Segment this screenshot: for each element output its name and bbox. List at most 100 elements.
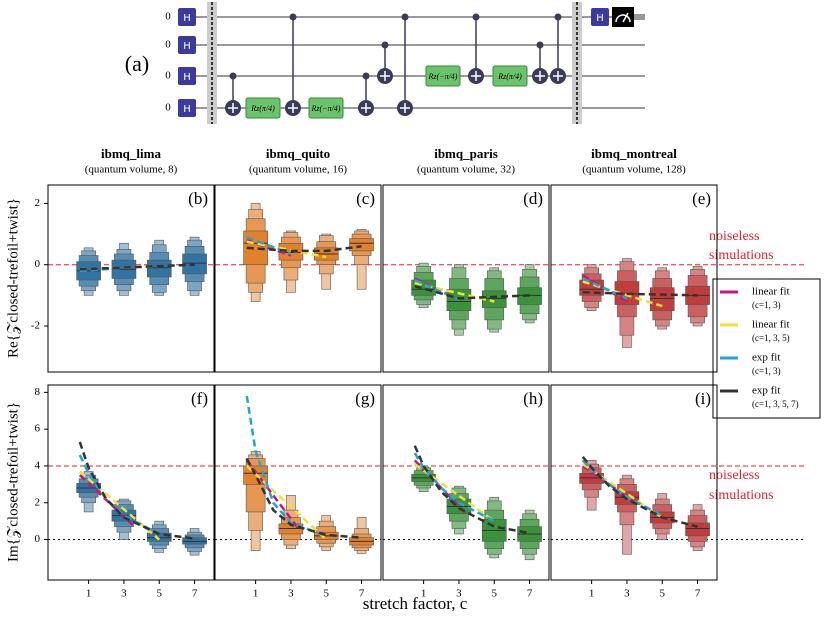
- panel-label: (d): [523, 189, 543, 208]
- x-axis-label: stretch factor, c: [363, 594, 468, 613]
- gate-label: Rz(π/4): [497, 72, 522, 81]
- h-gate: [178, 99, 196, 117]
- axes-frame: [47, 384, 215, 581]
- fit-line: [582, 277, 628, 300]
- x-tick-label: 7: [695, 588, 701, 600]
- x-tick-label: 5: [157, 588, 163, 600]
- x-tick-label: 3: [624, 588, 630, 600]
- fit-line: [413, 452, 495, 523]
- gate-label: Rz(−π/4): [428, 72, 458, 81]
- panel-subtitle: (quantum volume, 32): [417, 164, 515, 176]
- x-tick-label: 1: [589, 588, 595, 600]
- panel-title: ibmq_montreal: [591, 146, 677, 161]
- gate-label: H: [183, 72, 191, 83]
- fit-line: [246, 238, 292, 257]
- cnot-control: [362, 72, 370, 80]
- h-gate: [178, 8, 196, 26]
- fit-line: [582, 291, 698, 297]
- fit-line: [245, 457, 362, 539]
- fit-line: [414, 278, 460, 302]
- cnot-plus: [553, 71, 563, 81]
- panel-label: (c): [356, 189, 375, 208]
- panel-label: (g): [355, 389, 375, 408]
- cnot-control: [472, 13, 480, 21]
- measure: [612, 7, 634, 27]
- panel-subtitle: (quantum volume, 16): [249, 164, 347, 176]
- fit-line: [78, 470, 161, 541]
- legend-label: exp fit: [752, 385, 780, 397]
- box-level: [146, 259, 172, 278]
- gate-label: Rz(−π/4): [311, 104, 341, 113]
- rz-gate: [492, 65, 528, 87]
- axes-frame: [47, 184, 215, 373]
- x-tick-label: 1: [421, 588, 427, 600]
- h-gate: [178, 36, 196, 54]
- qubit-label: 0: [165, 39, 171, 51]
- legend-frame: [712, 278, 821, 419]
- x-tick-label: 3: [121, 588, 127, 600]
- panel-title: ibmq_quito: [266, 146, 330, 161]
- measure-dial: [615, 12, 631, 23]
- cnot-plus: [380, 71, 390, 81]
- fit-line: [245, 459, 301, 532]
- panel-label: (b): [188, 189, 208, 208]
- axes-frame: [214, 384, 382, 581]
- qubit-label: 0: [165, 102, 171, 114]
- axes-frame: [550, 384, 718, 581]
- cnot-plus: [361, 103, 371, 113]
- legend-label: linear fit: [752, 286, 790, 298]
- y-tick-label: 2: [35, 496, 41, 508]
- panel-label: (e): [692, 189, 711, 208]
- qubit-label: 0: [165, 70, 171, 82]
- gate-label: Rz(π/4): [250, 104, 275, 113]
- y-axis-label: Im{𝒵closed-trefoil+twist}: [5, 402, 21, 562]
- x-tick-label: 7: [527, 588, 533, 600]
- annotation: simulations: [709, 248, 774, 263]
- box-level: [182, 253, 207, 275]
- y-tick-label: 8: [35, 386, 41, 398]
- cnot-control: [289, 13, 297, 21]
- y-tick-label: 0: [35, 533, 41, 545]
- y-axis-label: Re{𝒵closed-trefoil+twist}: [5, 198, 21, 358]
- x-tick-label: 3: [456, 588, 462, 600]
- rz-gate: [308, 97, 344, 119]
- panel-label: (i): [695, 389, 711, 408]
- x-tick-label: 7: [192, 588, 198, 600]
- cnot-control: [554, 13, 562, 21]
- axes-frame: [550, 184, 718, 373]
- x-tick-label: 5: [492, 588, 498, 600]
- y-tick-label: 4: [35, 459, 41, 471]
- box-level: [349, 238, 374, 252]
- h-gate: [591, 8, 609, 26]
- y-tick-label: 2: [35, 197, 41, 209]
- rz-gate: [425, 65, 461, 87]
- h-gate: [178, 67, 196, 85]
- fit-line: [246, 245, 362, 253]
- cnot-plus: [471, 71, 481, 81]
- gate-label: H: [596, 13, 604, 24]
- cnot-plus: [228, 103, 238, 113]
- legend-label: linear fit: [752, 319, 790, 331]
- fit-line: [245, 465, 328, 541]
- fit-line: [246, 240, 327, 259]
- gate-label: H: [183, 104, 191, 115]
- box-level: [649, 287, 675, 311]
- legend-detail: (c=1, 3): [752, 366, 781, 376]
- cnot-control: [401, 13, 409, 21]
- rz-gate: [245, 97, 281, 119]
- fit-line: [78, 474, 134, 526]
- fit-line: [581, 459, 663, 517]
- fit-line: [581, 455, 698, 528]
- panel-subtitle: (quantum volume, 8): [85, 164, 178, 176]
- legend-detail: (c=1, 3, 5, 7): [752, 399, 799, 409]
- axes-frame: [382, 184, 550, 373]
- x-tick-label: 1: [86, 588, 92, 600]
- panel-label: (h): [523, 389, 543, 408]
- cnot-plus: [535, 71, 545, 81]
- qubit-label: 0: [165, 11, 171, 23]
- x-tick-label: 5: [660, 588, 666, 600]
- legend-label: exp fit: [752, 352, 780, 364]
